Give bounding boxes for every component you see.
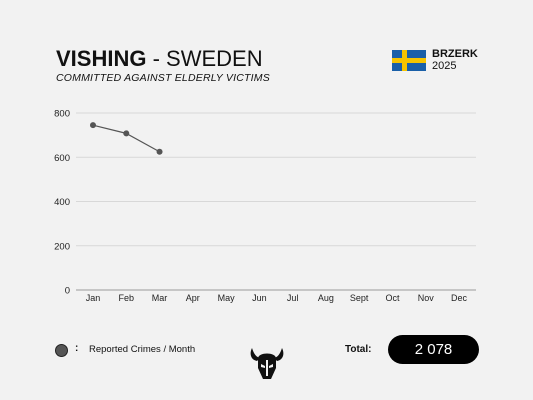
total-label: Total: [345, 344, 372, 355]
x-tick-label: Apr [186, 293, 200, 303]
title-bold: VISHING [56, 46, 147, 71]
data-point [156, 148, 163, 155]
y-tick-label: 400 [54, 197, 70, 208]
x-tick-label: Jul [287, 293, 299, 303]
x-tick-label: Aug [318, 293, 334, 303]
x-tick-label: Sept [350, 293, 369, 303]
brand-name: BRZERK [432, 48, 478, 60]
sweden-flag-icon [392, 50, 426, 71]
y-tick-label: 200 [54, 241, 70, 252]
y-tick-label: 0 [65, 286, 70, 297]
x-tick-label: Oct [385, 293, 400, 303]
data-point [123, 130, 130, 137]
viking-helmet-icon [250, 348, 284, 379]
y-tick-label: 600 [54, 153, 70, 164]
legend-marker-icon [55, 344, 68, 357]
data-point [90, 122, 96, 129]
legend-colon: : [75, 343, 79, 354]
legend-label: Reported Crimes / Month [89, 344, 196, 355]
x-tick-label: May [218, 293, 236, 303]
y-tick-label: 800 [54, 109, 70, 120]
x-tick-label: Nov [418, 293, 435, 303]
x-tick-label: Jun [252, 293, 267, 303]
x-tick-label: Dec [451, 293, 468, 303]
x-tick-label: Feb [119, 293, 135, 303]
chart-title: VISHING - SWEDEN [56, 46, 263, 72]
x-tick-label: Jan [86, 293, 101, 303]
brand-year: 2025 [432, 60, 457, 72]
total-value: 2 078 [388, 335, 479, 364]
brand-block: BRZERK 2025 [432, 48, 478, 72]
title-rest: - SWEDEN [146, 46, 263, 71]
series-line [92, 124, 160, 153]
chart-subtitle: COMMITTED AGAINST ELDERLY VICTIMS [56, 72, 270, 84]
x-tick-label: Mar [152, 293, 168, 303]
